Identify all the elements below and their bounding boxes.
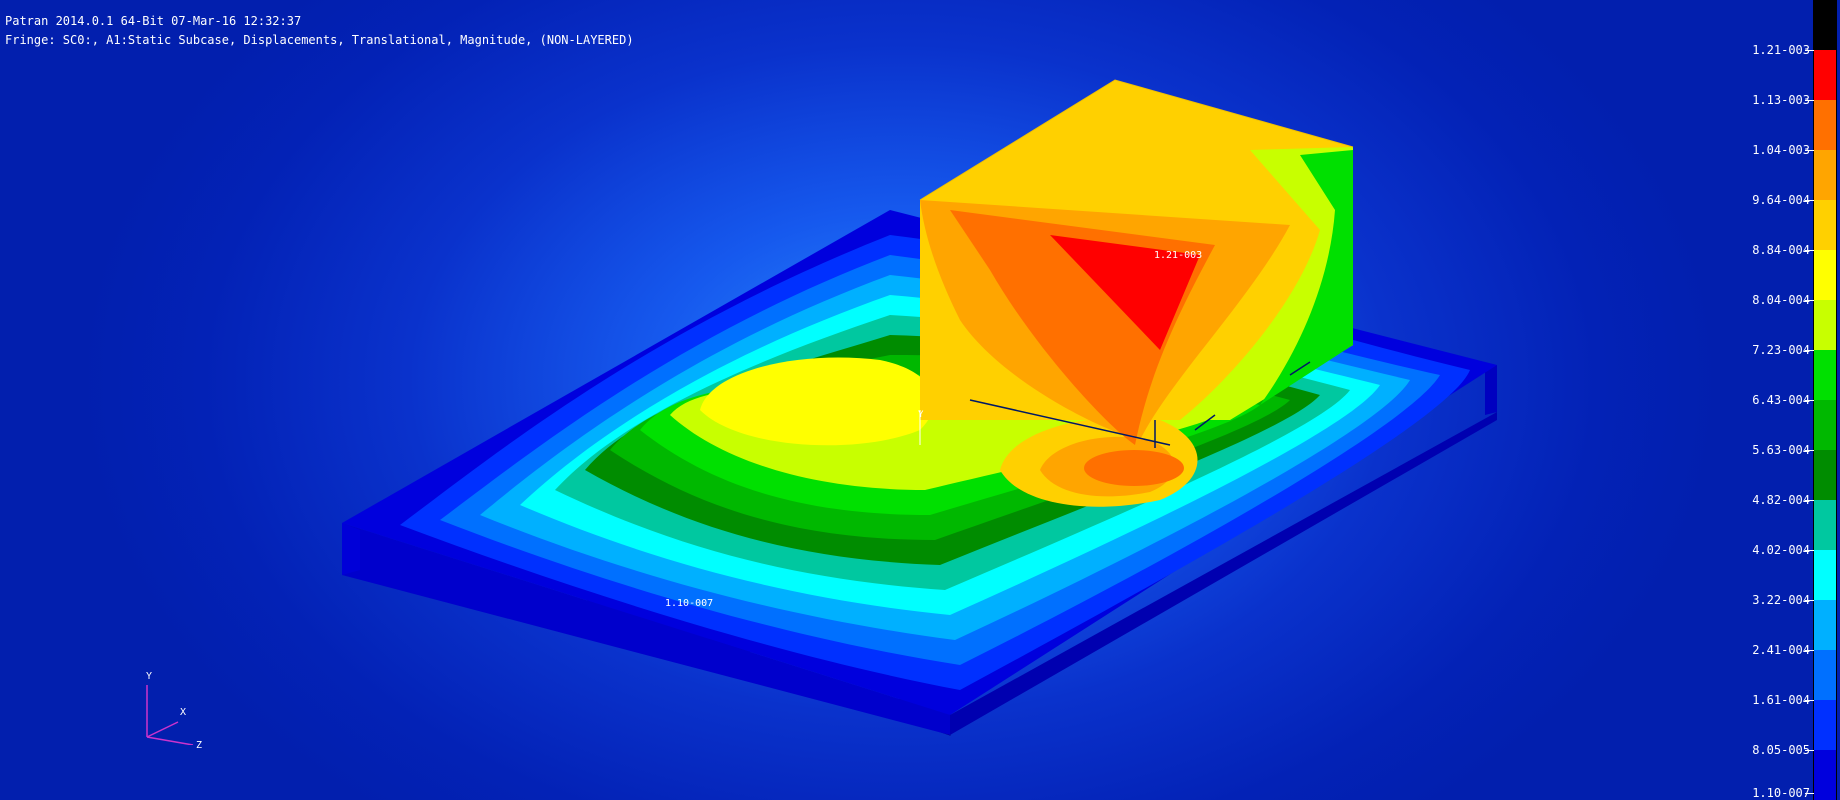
legend-value-label: 1.61-004 xyxy=(1752,693,1810,707)
legend-value-label: 4.02-004 xyxy=(1752,543,1810,557)
slab-front-face xyxy=(342,523,950,735)
legend-tick xyxy=(1805,500,1814,501)
block-edge-right xyxy=(1194,414,1216,431)
legend-value-label: 4.82-004 xyxy=(1752,493,1810,507)
block-front-hotspot xyxy=(1050,235,1200,350)
legend-tick xyxy=(1805,700,1814,701)
legend-tick xyxy=(1805,750,1814,751)
legend-tick xyxy=(1805,550,1814,551)
legend-value-label: 1.04-003 xyxy=(1752,143,1810,157)
legend-tick xyxy=(1805,600,1814,601)
legend-value-label: 8.84-004 xyxy=(1752,243,1810,257)
legend-color-segment xyxy=(1814,400,1836,450)
slab-left-face xyxy=(342,523,360,575)
legend-color-segment xyxy=(1814,600,1836,650)
legend-color-segment xyxy=(1814,750,1836,800)
legend-tick xyxy=(1805,793,1814,794)
legend-value-label: 3.22-004 xyxy=(1752,593,1810,607)
legend-tick xyxy=(1805,200,1814,201)
slab-hotspot xyxy=(1084,450,1184,486)
block-base-edge xyxy=(969,399,1171,446)
axis-z-line xyxy=(146,736,194,745)
axis-x-label: X xyxy=(180,707,187,718)
fringe-legend-color-bar xyxy=(1813,0,1837,800)
legend-value-label: 1.13-003 xyxy=(1752,93,1810,107)
window-title: Patran 2014.0.1 64-Bit 07-Mar-16 12:32:3… xyxy=(5,14,302,28)
legend-value-label: 5.63-004 xyxy=(1752,443,1810,457)
block-front-band-2 xyxy=(1260,150,1353,405)
legend-color-segment xyxy=(1814,550,1836,600)
legend-color-segment xyxy=(1814,0,1836,50)
max-value-label: 1.21-003 xyxy=(1154,250,1203,261)
axis-z-label: Z xyxy=(196,740,203,751)
legend-tick xyxy=(1805,50,1814,51)
block-edge-side xyxy=(1289,361,1311,376)
legend-color-segment xyxy=(1814,50,1836,100)
fringe-description: Fringe: SC0:, A1:Static Subcase, Displac… xyxy=(5,33,634,47)
legend-color-segment xyxy=(1814,500,1836,550)
legend-tick xyxy=(1805,450,1814,451)
legend-tick xyxy=(1805,300,1814,301)
legend-tick xyxy=(1805,250,1814,251)
legend-value-label: 8.04-004 xyxy=(1752,293,1810,307)
legend-color-segment xyxy=(1814,200,1836,250)
legend-color-segment xyxy=(1814,450,1836,500)
legend-tick xyxy=(1805,100,1814,101)
legend-value-label: 1.10-007 xyxy=(1752,786,1810,800)
slab-yellow-blob-left xyxy=(700,357,935,446)
node-marker-label: Y xyxy=(918,410,924,420)
legend-value-label: 6.43-004 xyxy=(1752,393,1810,407)
legend-color-segment xyxy=(1814,650,1836,700)
block-edge-lines xyxy=(919,79,1354,201)
legend-color-segment xyxy=(1814,350,1836,400)
legend-tick xyxy=(1805,400,1814,401)
legend-color-segment xyxy=(1814,250,1836,300)
min-value-label: 1.10-007 xyxy=(665,598,714,609)
legend-color-segment xyxy=(1814,100,1836,150)
axis-x-line xyxy=(146,721,179,738)
legend-value-label: 2.41-004 xyxy=(1752,643,1810,657)
slab-right-face xyxy=(950,412,1497,735)
legend-color-segment xyxy=(1814,700,1836,750)
legend-color-segment xyxy=(1814,300,1836,350)
slab-right-end-face xyxy=(1485,365,1497,415)
legend-tick xyxy=(1805,350,1814,351)
axis-triad xyxy=(146,685,194,745)
legend-value-label: 1.21-003 xyxy=(1752,43,1810,57)
legend-tick xyxy=(1805,150,1814,151)
legend-tick xyxy=(1805,650,1814,651)
axis-y-label: Y xyxy=(146,671,153,682)
legend-value-label: 7.23-004 xyxy=(1752,343,1810,357)
legend-value-label: 9.64-004 xyxy=(1752,193,1810,207)
legend-value-label: 8.05-005 xyxy=(1752,743,1810,757)
legend-color-segment xyxy=(1814,150,1836,200)
